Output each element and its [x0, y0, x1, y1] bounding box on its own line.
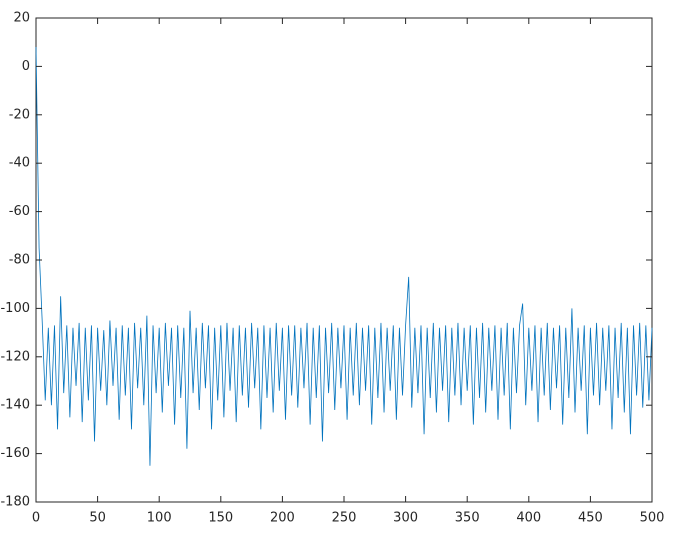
x-tick-label: 100 [147, 511, 172, 526]
x-tick-label: 150 [208, 511, 233, 526]
y-tick-label: -20 [9, 107, 30, 122]
y-tick-label: -180 [0, 495, 30, 510]
y-tick-label: 20 [13, 11, 30, 26]
x-tick-label: 500 [640, 511, 665, 526]
x-tick-label: 450 [578, 511, 603, 526]
y-tick-label: -60 [9, 204, 30, 219]
y-tick-label: -80 [9, 253, 30, 268]
data-line [35, 47, 653, 466]
x-tick-label: 50 [89, 511, 106, 526]
x-tick-label: 200 [270, 511, 295, 526]
y-tick-label: -40 [9, 156, 30, 171]
x-tick-label: 400 [516, 511, 541, 526]
x-tick-label: 0 [32, 511, 40, 526]
y-tick-label: -140 [0, 398, 30, 413]
x-tick-label: 250 [332, 511, 357, 526]
y-tick-label: -120 [0, 349, 30, 364]
y-tick-label: -100 [0, 301, 30, 316]
x-tick-label: 300 [393, 511, 418, 526]
y-tick-label: 0 [22, 59, 30, 74]
y-tick-label: -160 [0, 446, 30, 461]
x-tick-label: 350 [455, 511, 480, 526]
